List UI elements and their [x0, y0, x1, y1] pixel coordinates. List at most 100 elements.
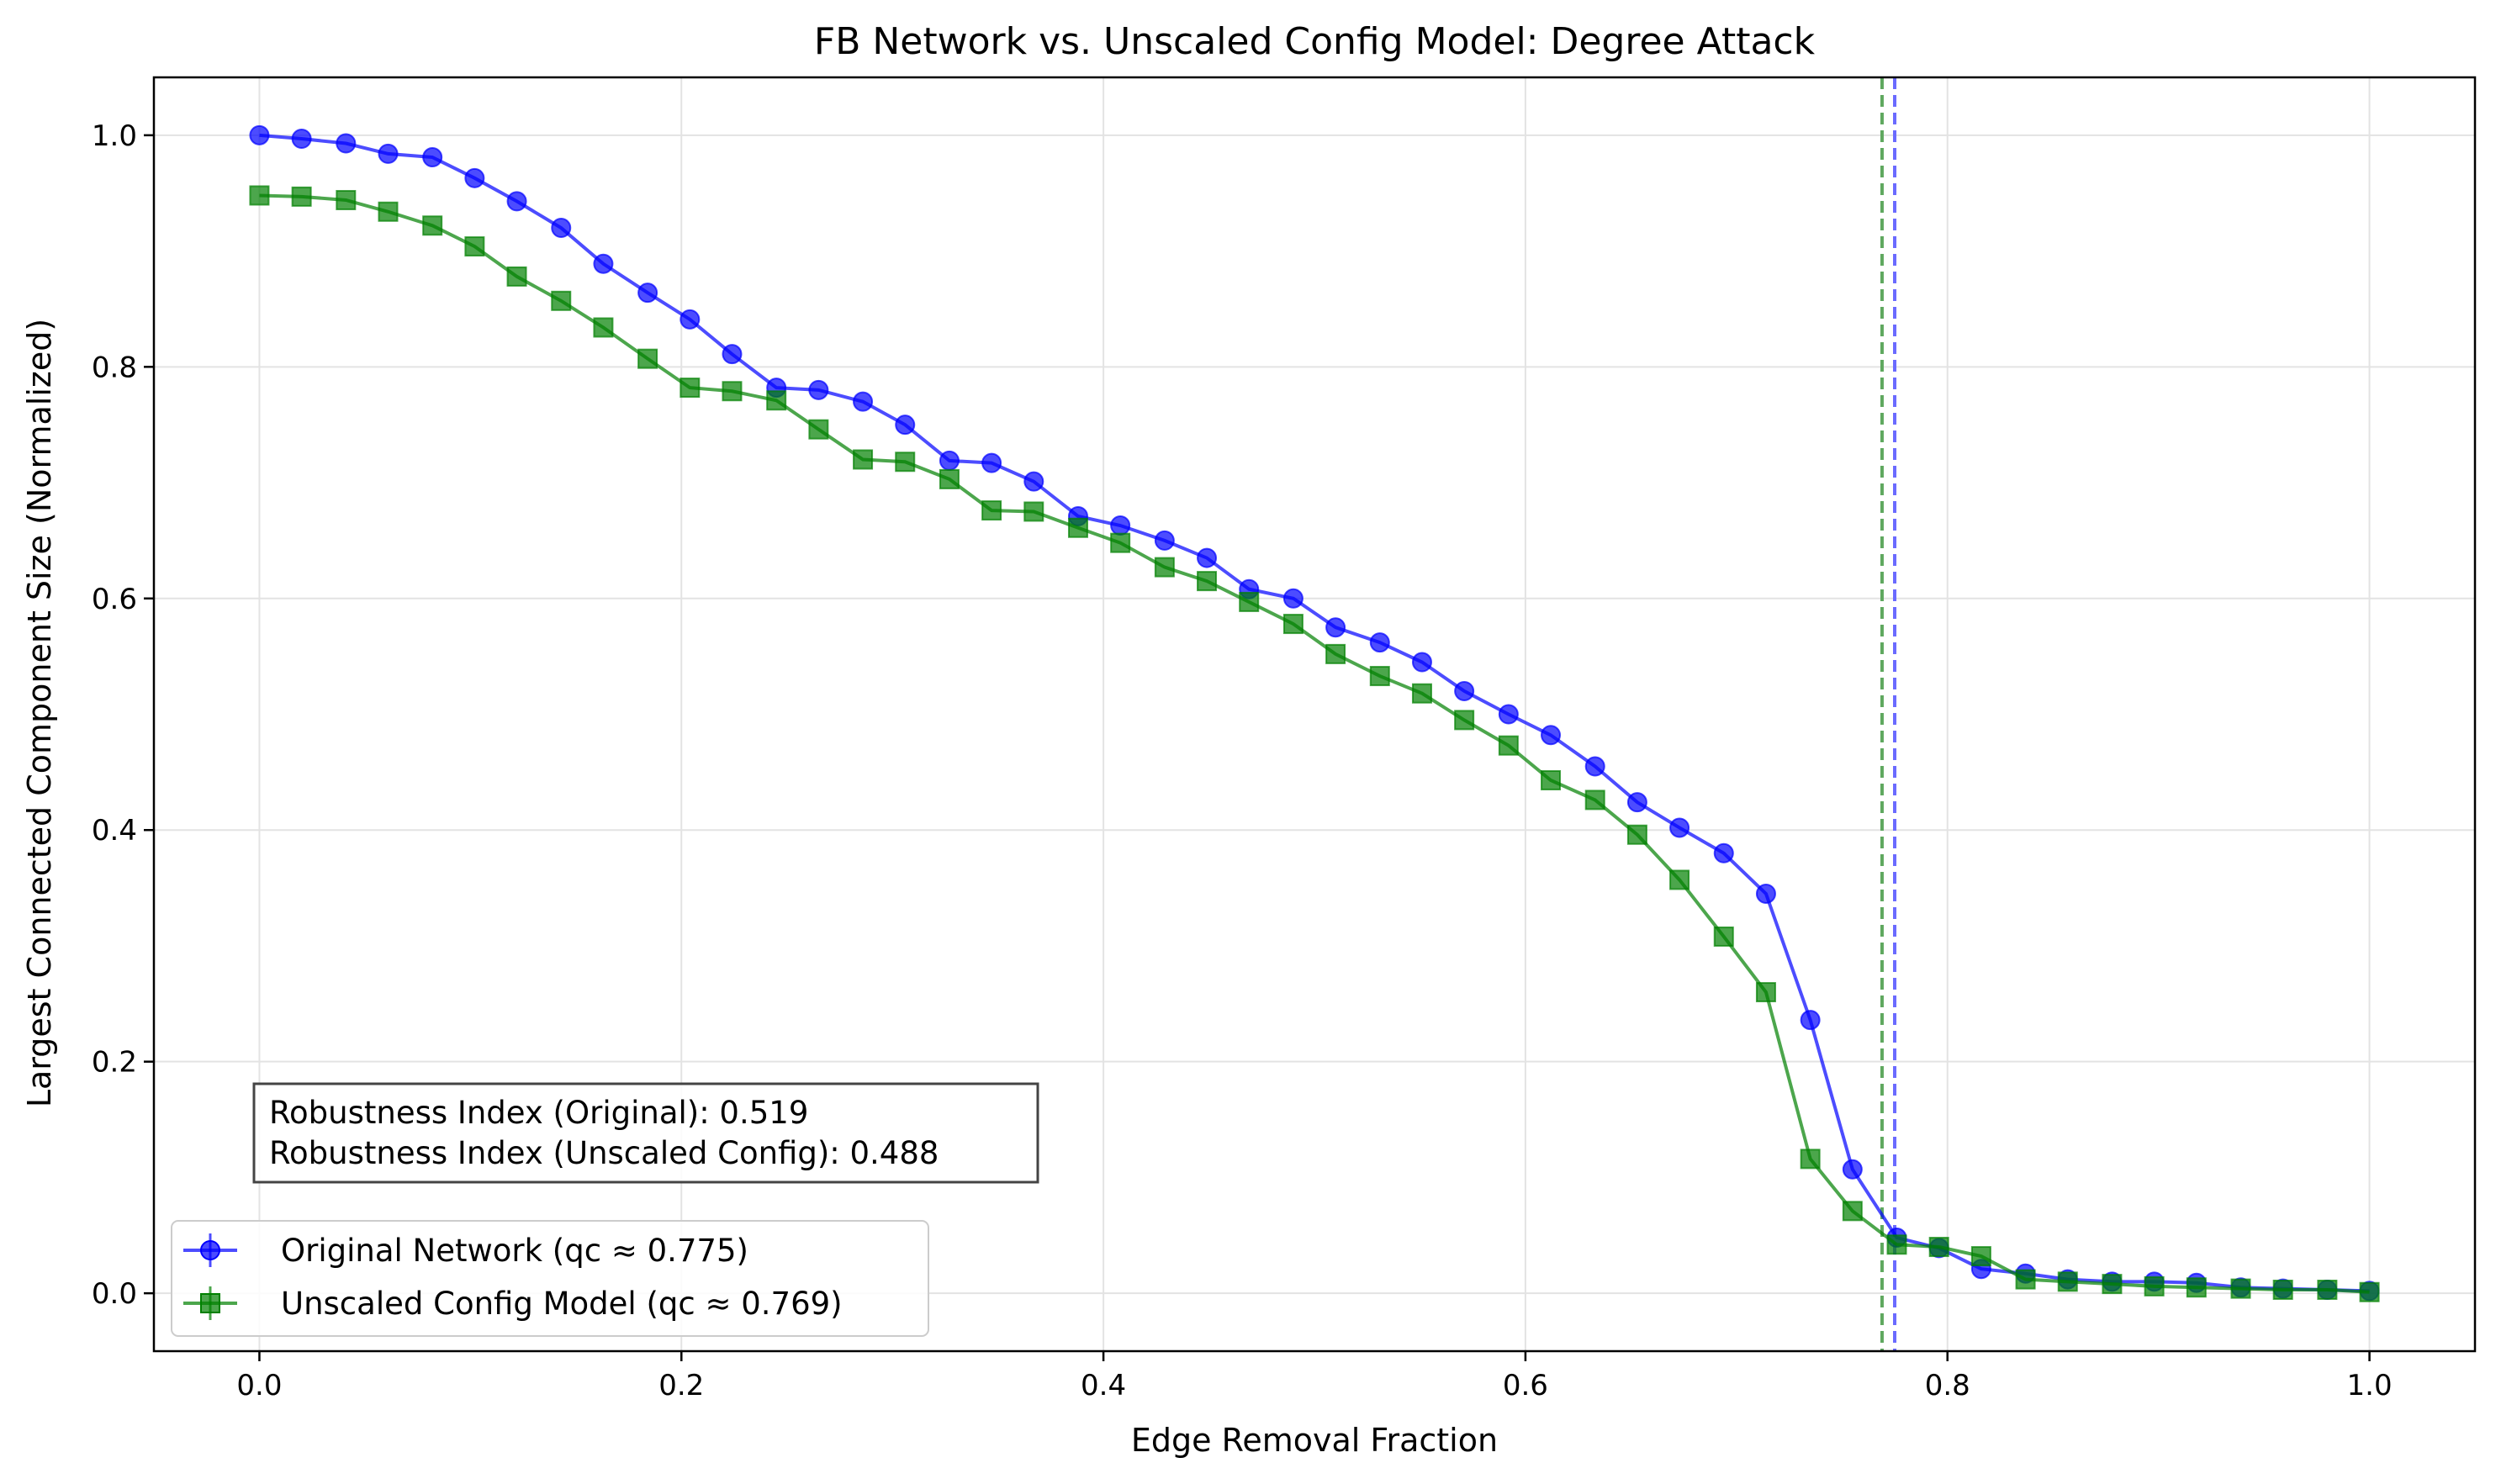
data-point [1713, 926, 1734, 947]
data-point [1023, 501, 1044, 522]
data-point [1713, 842, 1734, 863]
data-point [1498, 704, 1519, 725]
data-point [249, 185, 270, 206]
data-point [291, 186, 312, 207]
data-point [1325, 643, 1346, 664]
data-point [1454, 680, 1475, 701]
data-point [981, 452, 1002, 473]
data-point [1800, 1149, 1821, 1170]
data-point [1282, 614, 1304, 635]
data-point [2144, 1275, 2165, 1297]
x-tick-label: 1.0 [2347, 1369, 2393, 1402]
data-point [1197, 547, 1218, 568]
y-tick-label: 0.2 [92, 1046, 137, 1080]
x-axis-label: Edge Removal Fraction [1131, 1422, 1498, 1459]
data-point [1239, 591, 1260, 612]
y-tick-label: 0.0 [92, 1277, 137, 1311]
data-point [1669, 817, 1690, 838]
data-point [1755, 883, 1776, 904]
critical-threshold-lines [1880, 77, 1896, 1351]
data-point [808, 379, 829, 400]
data-point [336, 133, 357, 154]
chart-title: FB Network vs. Unscaled Config Model: De… [814, 20, 1816, 63]
y-tick-label: 0.6 [92, 583, 137, 616]
data-point [551, 290, 572, 311]
y-tick-label: 0.8 [92, 351, 137, 384]
series-group [249, 124, 2380, 1302]
data-point [378, 201, 399, 222]
data-point [1970, 1246, 1991, 1267]
data-point [2230, 1278, 2251, 1299]
data-point [1886, 1234, 1907, 1255]
data-point [1584, 790, 1605, 811]
data-point [766, 390, 787, 411]
data-point [1154, 557, 1175, 578]
data-point [593, 317, 614, 338]
data-point [1369, 666, 1390, 687]
data-point [680, 378, 701, 399]
data-point [291, 128, 312, 149]
x-tick-label: 0.2 [658, 1369, 704, 1402]
data-point [506, 266, 527, 287]
data-point [2317, 1280, 2338, 1301]
data-point [551, 218, 572, 239]
data-point [2359, 1281, 2380, 1302]
data-point [722, 344, 743, 365]
legend-marker [200, 1293, 220, 1313]
legend-marker [200, 1240, 220, 1260]
data-point [1454, 710, 1475, 731]
data-point [1755, 982, 1776, 1003]
data-point [1541, 770, 1562, 791]
data-point [1369, 632, 1390, 653]
data-point [637, 348, 658, 369]
data-point [1842, 1201, 1863, 1222]
data-point [939, 468, 960, 489]
annotation-frame [252, 1082, 1039, 1184]
data-point [464, 236, 485, 257]
annotation-line-config: Robustness Index (Unscaled Config): 0.48… [269, 1135, 939, 1171]
data-point [1800, 1010, 1821, 1031]
data-point [2057, 1271, 2078, 1292]
data-point [506, 191, 527, 212]
y-tick-label: 0.4 [92, 814, 137, 848]
data-point [1282, 588, 1304, 609]
data-point [1325, 617, 1346, 638]
data-point [1584, 756, 1605, 777]
data-point [2102, 1274, 2123, 1295]
data-point [1541, 725, 1562, 746]
data-point [336, 189, 357, 210]
x-tick-label: 0.8 [1925, 1369, 1970, 1402]
y-axis-ticks: 0.0 0.2 0.4 0.6 0.8 1.0 [92, 119, 154, 1311]
data-point [853, 449, 874, 470]
data-point [1626, 792, 1647, 813]
data-point [853, 391, 874, 412]
x-tick-label: 0.4 [1081, 1369, 1126, 1402]
data-point [1411, 652, 1432, 673]
data-point [1411, 683, 1432, 704]
data-point [808, 419, 829, 440]
legend: Original Network (qc ≈ 0.775) Unscaled Co… [171, 1220, 929, 1337]
data-point [939, 450, 960, 471]
data-point [1928, 1237, 1949, 1258]
legend-label: Original Network (qc ≈ 0.775) [281, 1233, 748, 1269]
data-point [249, 124, 270, 145]
legend-label: Unscaled Config Model (qc ≈ 0.769) [281, 1286, 843, 1322]
data-point [422, 215, 443, 236]
data-point [981, 500, 1002, 521]
data-point [637, 283, 658, 304]
data-point [2186, 1277, 2207, 1298]
data-point [1498, 735, 1519, 756]
plot-area-frame [152, 76, 2477, 1353]
annotation-line-original: Robustness Index (Original): 0.519 [269, 1095, 808, 1131]
x-tick-label: 0.0 [236, 1369, 282, 1402]
data-point [1626, 824, 1647, 845]
data-point [895, 452, 916, 473]
data-point [1023, 471, 1044, 492]
data-point [593, 253, 614, 274]
data-point [1842, 1159, 1863, 1180]
data-point [680, 309, 701, 330]
legend-frame [171, 1220, 929, 1337]
data-point [1110, 515, 1131, 536]
